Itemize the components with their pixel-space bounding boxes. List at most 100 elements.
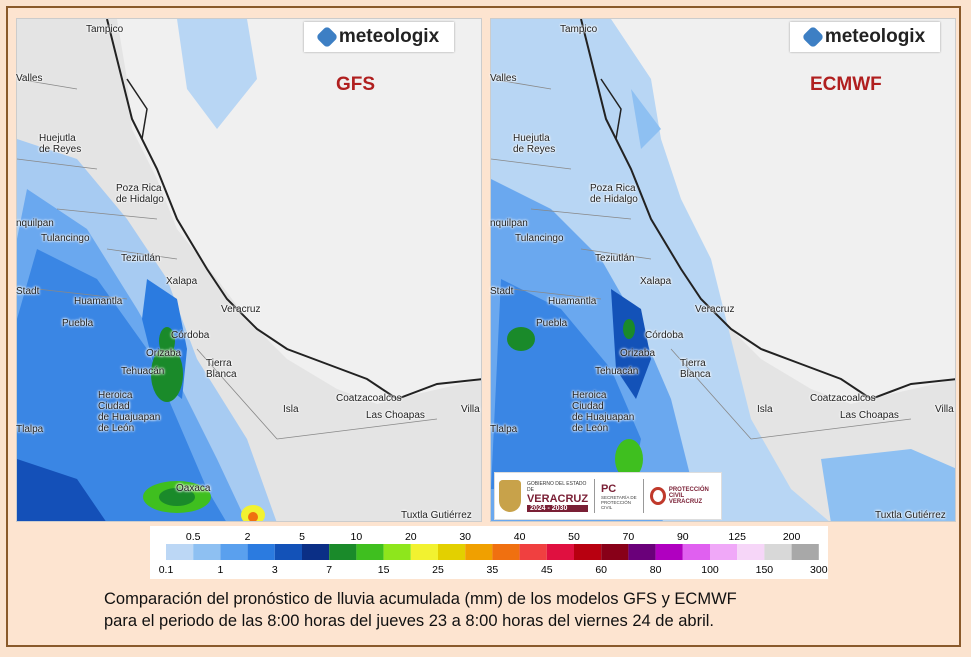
city-label: Isla [757,404,773,415]
caption-line1: Comparación del pronóstico de lluvia acu… [104,590,737,608]
precip-legend: 0.5 2 5 10 20 30 40 50 70 90 125 200 0.1 1 3 7 15 25 35 45 6… [150,526,828,579]
gobierno-text: GOBIERNO DEL ESTADO DE VERACRUZ 2024 - 2… [526,480,589,512]
legend-bottom-label: 45 [541,564,553,576]
city-label: Xalapa [166,276,198,287]
legend-swatch [601,544,629,560]
ecmwf-title: ECMWF [810,74,882,95]
city-label: Huejutla de Reyes [513,133,556,155]
legend-top-label: 40 [514,531,526,543]
meteologix-logo-ecmwf: meteologix [790,22,940,52]
gfs-map-graphic [17,19,481,521]
legend-swatch [410,544,438,560]
legend-top-label: 70 [623,531,635,543]
legend-swatch [764,544,792,560]
legend-swatch [628,544,656,560]
city-label: Orizaba [620,348,656,359]
city-label: Xalapa [640,276,672,287]
ecmwf-map-graphic [491,19,955,521]
city-label: Tulancingo [515,233,564,244]
pc-sub: SECRETARÍA DE PROTECCIÓN CIVIL [600,494,637,510]
divider [594,479,595,513]
legend-bottom-label: 0.1 [159,564,174,576]
legend-swatch [655,544,683,560]
legend-swatch [356,544,384,560]
legend-swatch [274,544,302,560]
legend-swatch [492,544,520,560]
legend-top-label: 125 [728,531,746,543]
city-label: Tehuacán [121,366,165,377]
legend-swatch [329,544,357,560]
city-label: Tlalpa [490,424,518,435]
city-label: Tehuacán [595,366,639,377]
legend-bottom-label: 15 [378,564,390,576]
city-label: Huamantla [74,296,123,307]
legend-bottom-label: 7 [326,564,332,576]
legend-swatch [220,544,248,560]
legend-top-label: 2 [245,531,251,543]
legend-top-label: 5 [299,531,305,543]
logo-text: meteologix [824,26,926,47]
city-label: Villa [461,404,480,415]
legend-bottom-label: 100 [701,564,719,576]
legend-top-label: 30 [459,531,471,543]
legend-swatch [710,544,738,560]
city-label: Veracruz [695,304,735,315]
city-label: Stadt [16,286,40,297]
city-label: Heroica Ciudad de Huajuapan de León [98,390,161,434]
city-label: Teziutlán [121,253,161,264]
city-label: Coatzacoalcos [810,393,876,404]
city-label: Huamantla [548,296,597,307]
legend-bottom-label: 150 [756,564,774,576]
legend-swatch [682,544,710,560]
city-label: Las Choapas [840,410,899,421]
legend-top-label: 20 [405,531,417,543]
legend-swatch [383,544,411,560]
city-label: Tlalpa [16,424,44,435]
city-label: Tulancingo [41,233,90,244]
city-label: Stadt [490,286,514,297]
legend-top-label: 0.5 [186,531,201,543]
city-label: Tierra Blanca [680,358,711,380]
city-label: Las Choapas [366,410,425,421]
legend-swatch [737,544,765,560]
pc-right: PROTECCIÓN CIVIL VERACRUZ [668,487,709,505]
city-label: Teziutlán [595,253,635,264]
legend-bottom-label: 3 [272,564,278,576]
city-label: Huejutla de Reyes [39,133,82,155]
city-label: Córdoba [645,330,684,341]
legend-top-label: 50 [568,531,580,543]
legend-swatch [791,544,819,560]
city-label: Córdoba [171,330,210,341]
city-label: Tuxtla Gutiérrez [401,510,472,521]
legend-swatch [546,544,574,560]
legend-top-label: 200 [783,531,801,543]
gfs-map [16,18,482,522]
logo-text: meteologix [338,26,440,47]
city-label: Valles [490,73,517,84]
legend-bottom-label: 25 [432,564,444,576]
caption-line2: para el periodo de las 8:00 horas del ju… [104,612,714,630]
gfs-title: GFS [336,74,376,95]
city-label: Valles [16,73,43,84]
pc-block: PC SECRETARÍA DE PROTECCIÓN CIVIL [601,483,637,510]
city-label: nquilpan [16,218,54,229]
meteologix-icon [801,25,825,49]
gobierno-line1: GOBIERNO DEL ESTADO DE [526,480,587,493]
divider [642,479,644,513]
ecmwf-map [490,18,956,522]
city-label: Oaxaca [176,483,211,494]
legend-swatch [166,544,194,560]
city-label: Heroica Ciudad de Huajuapan de León [572,390,635,434]
legend-swatch [302,544,330,560]
legend-swatch [193,544,221,560]
pc-text: PC [600,482,617,495]
legend-bottom-label: 80 [650,564,662,576]
gobierno-line2: VERACRUZ [526,492,589,505]
legend-swatch [465,544,493,560]
city-label: Veracruz [221,304,261,315]
city-label: Tuxtla Gutiérrez [875,510,946,521]
veracruz-shield-icon [499,480,521,512]
city-label: Tampico [86,24,124,35]
city-label: nquilpan [490,218,528,229]
figure-caption: Comparación del pronóstico de lluvia acu… [104,588,737,632]
